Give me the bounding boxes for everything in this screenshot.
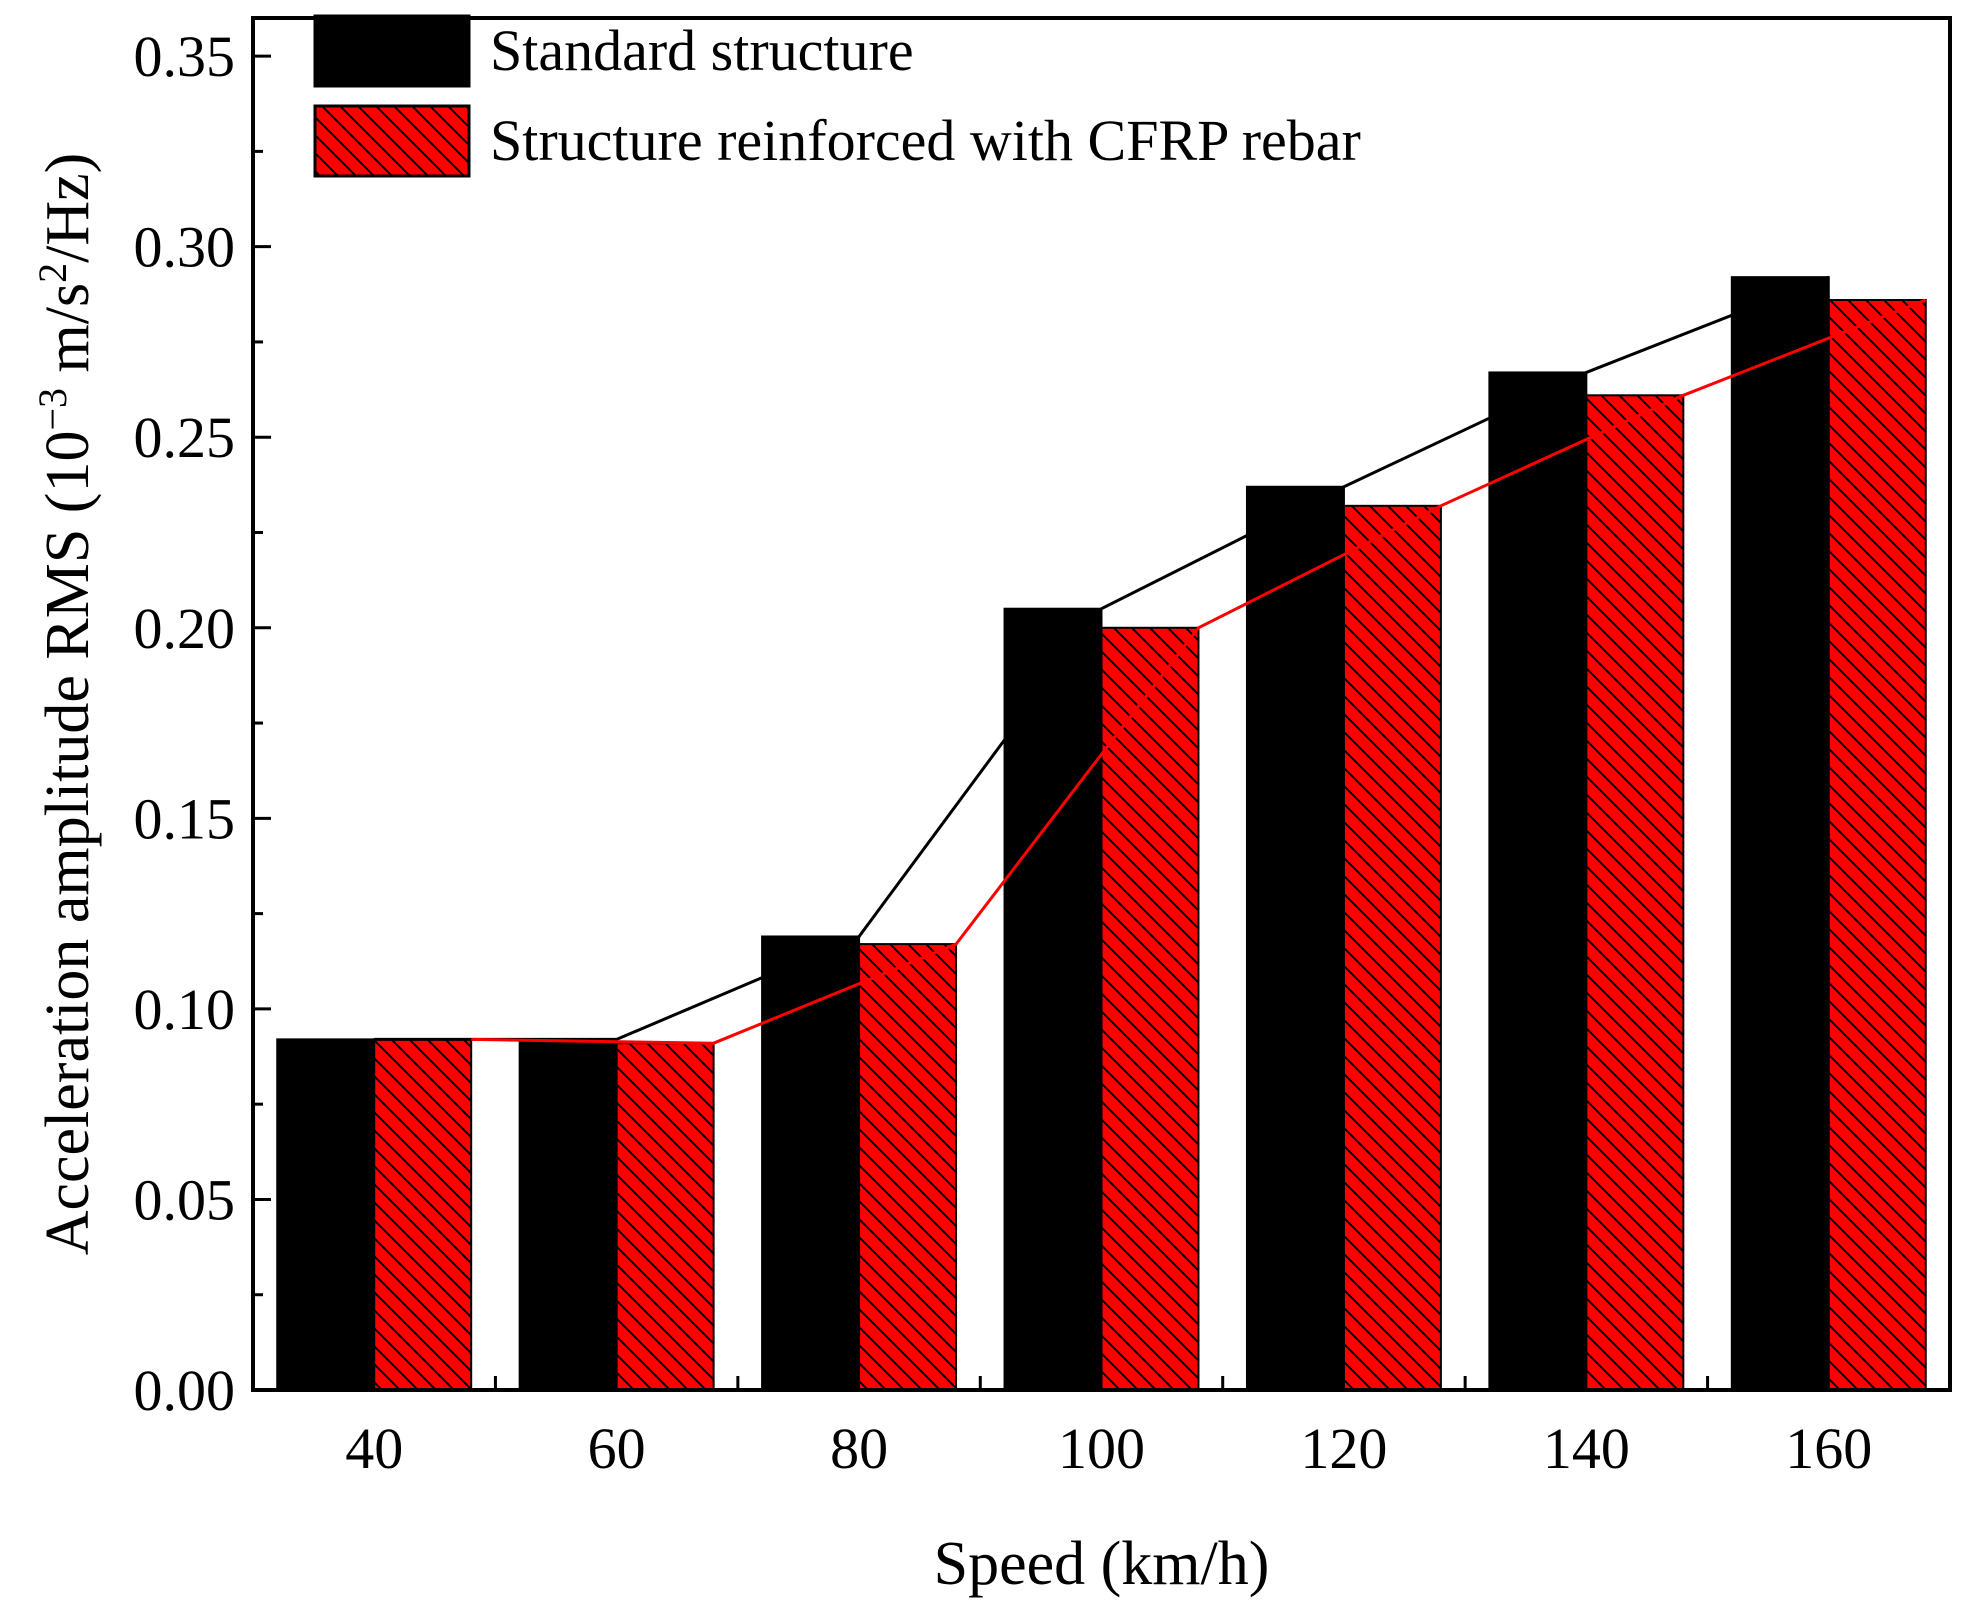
y-axis-title-exp2: 2 xyxy=(30,263,75,283)
bar-cfrp-120 xyxy=(1342,504,1442,1392)
y-axis-title-exp1: −3 xyxy=(30,388,75,431)
x-tick-label-100: 100 xyxy=(1058,1416,1145,1481)
bar-cfrp-160 xyxy=(1827,299,1927,1391)
trend-line-standard xyxy=(374,275,1830,1041)
y-tick-label: 0.25 xyxy=(134,405,236,470)
bar-standard-80 xyxy=(761,935,861,1391)
x-tick-label-120: 120 xyxy=(1300,1416,1387,1481)
y-axis-title-prefix: Acceleration amplitude RMS (10 xyxy=(34,431,102,1256)
legend-swatch-cfrp xyxy=(313,104,471,178)
bar-standard-100 xyxy=(1003,607,1103,1391)
bar-cfrp-100 xyxy=(1100,626,1200,1391)
bar-cfrp-140 xyxy=(1585,394,1685,1391)
y-tick-label: 0.30 xyxy=(134,215,236,280)
x-tick-label-140: 140 xyxy=(1543,1416,1630,1481)
y-axis-ticks: 0.00 0.05 0.10 0.15 0.20 0.25 0.30 0.35 xyxy=(134,24,271,1423)
y-tick-label: 0.35 xyxy=(134,24,236,89)
bar-cfrp-60 xyxy=(615,1042,715,1391)
bar-standard-160 xyxy=(1730,276,1830,1392)
x-tick-label-80: 80 xyxy=(830,1416,888,1481)
x-axis-ticks: 40 60 80 100 120 140 160 xyxy=(251,1376,1952,1481)
bar-cfrp-80 xyxy=(858,943,958,1391)
bar-standard-40 xyxy=(276,1038,376,1392)
y-axis-title: Acceleration amplitude RMS (10−3 m/s2/Hz… xyxy=(30,153,103,1256)
y-tick-label: 0.20 xyxy=(134,596,236,661)
y-tick-label: 0.05 xyxy=(134,1167,236,1232)
y-axis-title-middle: m/s xyxy=(34,283,102,388)
legend: Standard structure Structure reinforced … xyxy=(313,14,1361,178)
bars-layer xyxy=(276,276,1927,1392)
bar-standard-120 xyxy=(1245,485,1345,1391)
bar-cfrp-40 xyxy=(373,1038,473,1392)
x-tick-label-40: 40 xyxy=(345,1416,403,1481)
x-tick-label-60: 60 xyxy=(588,1416,646,1481)
y-tick-label: 0.00 xyxy=(134,1358,236,1423)
y-tick-label: 0.10 xyxy=(134,977,236,1042)
x-tick-label-160: 160 xyxy=(1785,1416,1872,1481)
legend-swatch-standard xyxy=(313,14,471,88)
y-axis-title-suffix: /Hz) xyxy=(34,153,102,263)
legend-label-standard: Standard structure xyxy=(490,18,914,83)
trend-line-cfrp xyxy=(471,298,1927,1045)
legend-label-cfrp: Structure reinforced with CFRP rebar xyxy=(490,108,1361,173)
y-tick-label: 0.15 xyxy=(134,786,236,851)
bar-standard-140 xyxy=(1488,371,1588,1391)
plot-frame xyxy=(251,16,1952,1392)
bar-standard-60 xyxy=(518,1038,618,1392)
trend-lines-layer xyxy=(374,275,1927,1045)
x-axis-title: Speed (km/h) xyxy=(934,1530,1270,1598)
